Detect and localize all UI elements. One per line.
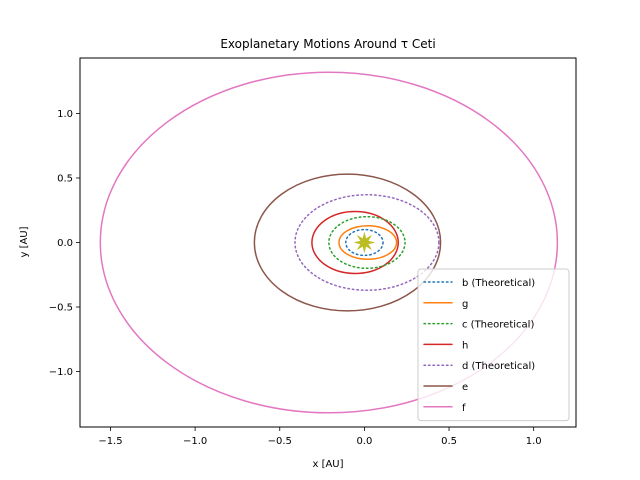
- y-tick-label: −1.0: [49, 367, 73, 378]
- legend-label: b (Theoretical): [462, 278, 535, 289]
- x-axis-ticks: −1.5 −1.0 −0.5 0.0 0.5 1.0: [98, 427, 542, 447]
- legend-box: [417, 268, 570, 422]
- x-tick-label: −0.5: [268, 436, 292, 447]
- orbit-g: [338, 224, 398, 261]
- orbit-e: [253, 173, 442, 312]
- legend-label: d (Theoretical): [462, 361, 535, 372]
- x-axis-label: x [AU]: [312, 459, 343, 470]
- orbit-h: [311, 210, 400, 275]
- legend-label: e: [462, 382, 468, 393]
- y-axis-label: y [AU]: [19, 226, 30, 257]
- y-tick-label: 0.5: [57, 173, 73, 184]
- star-marker: [354, 232, 375, 253]
- x-tick-label: −1.0: [183, 436, 207, 447]
- legend-label: g: [462, 299, 468, 310]
- y-tick-label: 1.0: [57, 109, 73, 120]
- legend-label: h: [462, 340, 468, 351]
- y-axis-ticks: −1.0 −0.5 0.0 0.5 1.0: [49, 109, 80, 378]
- orbit-c: [328, 215, 406, 270]
- y-tick-label: 0.0: [57, 238, 73, 249]
- chart-title: Exoplanetary Motions Around τ Ceti: [220, 37, 435, 51]
- legend-label: f: [462, 403, 466, 414]
- orbit-b: [345, 228, 384, 257]
- y-tick-label: −0.5: [49, 303, 73, 314]
- x-tick-label: −1.5: [98, 436, 122, 447]
- orbit-f: [99, 71, 559, 414]
- star-layer: [354, 232, 375, 253]
- x-tick-label: 0.0: [356, 436, 372, 447]
- orbit-d: [294, 194, 440, 291]
- legend: b (Theoretical) g c (Theoretical) h d (Theor…: [417, 268, 570, 422]
- x-tick-label: 1.0: [526, 436, 542, 447]
- orbits-layer: [99, 71, 559, 414]
- x-tick-label: 0.5: [441, 436, 457, 447]
- legend-label: c (Theoretical): [462, 320, 534, 331]
